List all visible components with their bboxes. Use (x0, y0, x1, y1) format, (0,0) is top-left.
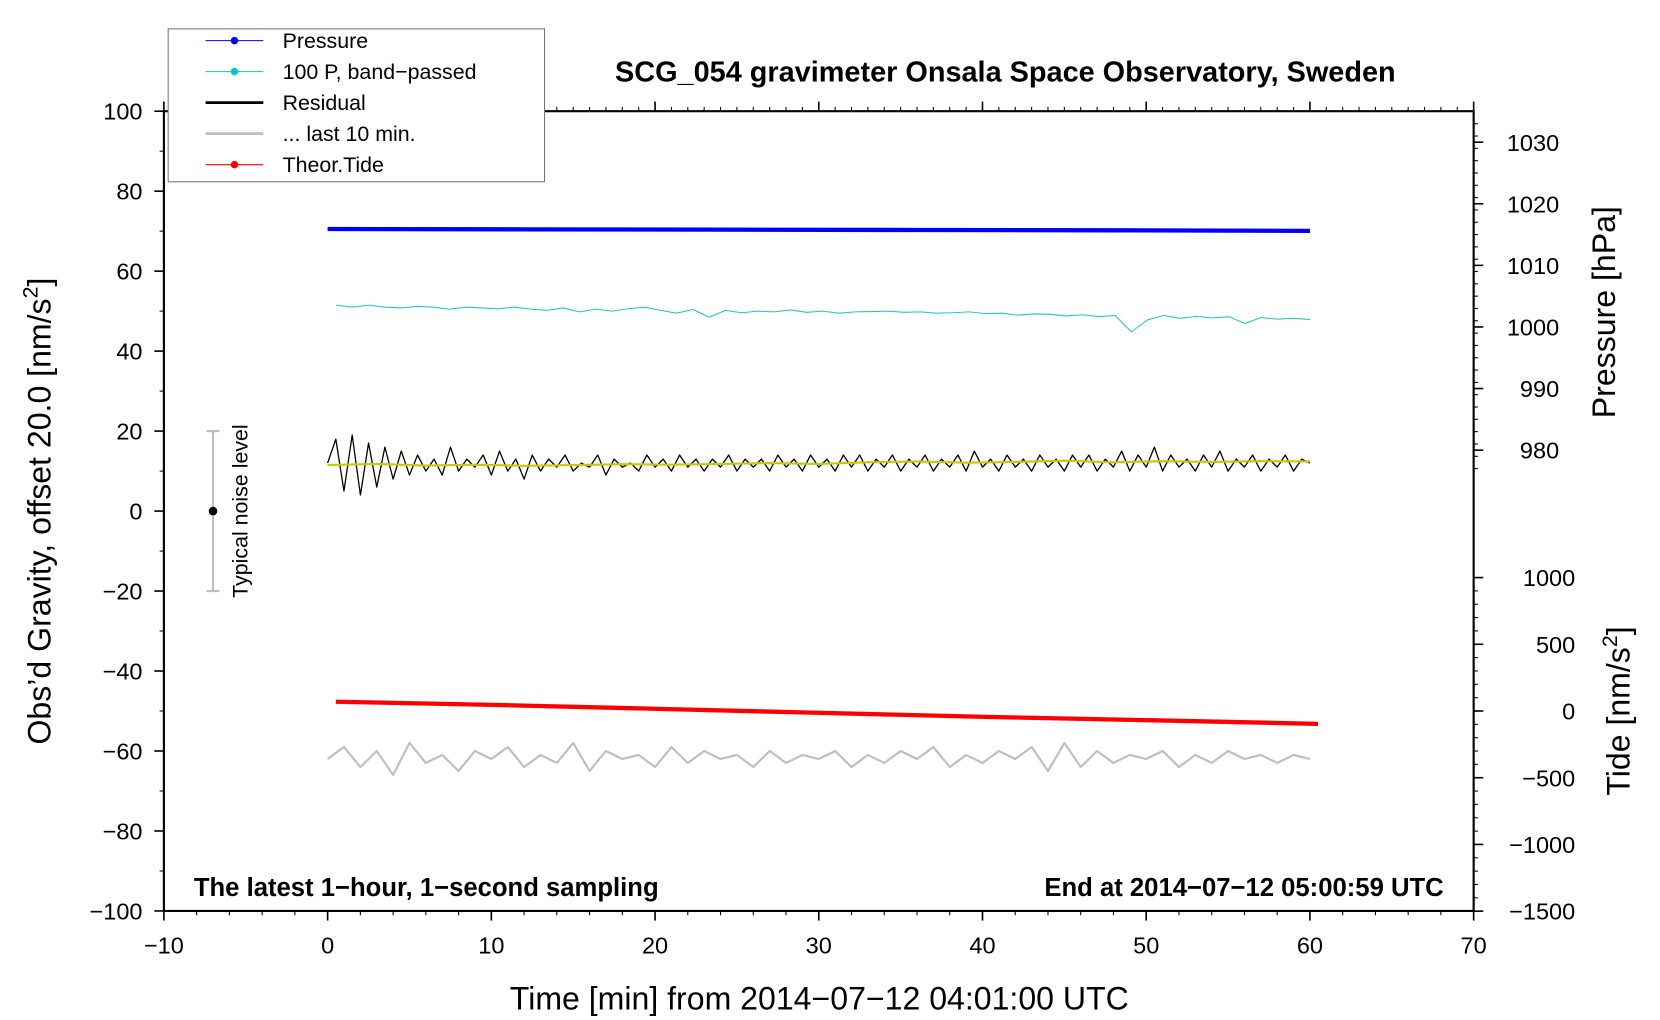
x-tick-label: −10 (144, 933, 184, 959)
noise-level-center-dot (208, 506, 218, 516)
legend: Pressure 100 P, band−passed Residual ... la… (167, 28, 546, 183)
tide-tick-label: −1500 (1509, 899, 1575, 925)
y-tick-label: −100 (90, 898, 143, 924)
x-axis-label: Time [min] from 2014−07−12 04:01:00 UTC (510, 980, 1129, 1016)
legend-item: ... last 10 min. (205, 122, 416, 146)
legend-label: ... last 10 min. (283, 122, 416, 146)
series-last-10-min (326, 741, 1311, 777)
legend-label: 100 P, band−passed (283, 60, 477, 84)
series-residual-smoothed (327, 459, 1310, 467)
x-tick-label: 70 (1461, 933, 1487, 959)
legend-marker (230, 36, 239, 45)
legend-item: Residual (205, 91, 366, 115)
legend-label: Pressure (283, 29, 369, 53)
series-pressure (327, 226, 1310, 233)
y-axis-label: Obs’d Gravity, offset 20.0 [nm/s2] (19, 278, 58, 745)
noise-level-indicator: Typical noise level (206, 424, 252, 598)
plot-area (326, 226, 1319, 777)
y-tick-label: −20 (103, 579, 143, 605)
tide-tick-label: 1000 (1523, 565, 1575, 591)
y-tick-label: 100 (103, 99, 142, 125)
y-tick-label: 20 (116, 419, 142, 445)
x-tick-label: 0 (321, 933, 334, 959)
y-tick-label: −60 (103, 739, 143, 765)
x-tick-label: 50 (1133, 933, 1159, 959)
legend-item: 100 P, band−passed (205, 60, 477, 84)
y-tick-label: 80 (116, 179, 142, 205)
tide-tick-label: 500 (1536, 632, 1575, 658)
tide-axis-label: Tide [nm/s2] (1598, 626, 1637, 795)
tide-tick-label: −500 (1522, 765, 1575, 791)
pressure-tick-label: 990 (1520, 376, 1559, 402)
pressure-tick-label: 1000 (1507, 315, 1559, 341)
tick-marks (154, 101, 1484, 921)
legend-item: Theor.Tide (205, 153, 384, 177)
y-tick-label: −40 (103, 659, 143, 685)
legend-label: Theor.Tide (283, 153, 384, 177)
chart-title: SCG_054 gravimeter Onsala Space Observat… (615, 56, 1396, 88)
series-theor-tide (335, 699, 1319, 726)
annotation-end-time: End at 2014−07−12 05:00:59 UTC (1044, 874, 1443, 902)
y-tick-label: −80 (103, 819, 143, 845)
legend-box (167, 28, 546, 183)
y-tick-label: 60 (116, 259, 142, 285)
series-residual (326, 434, 1311, 496)
tide-tick-label: 0 (1562, 699, 1575, 725)
y-tick-label: 40 (116, 339, 142, 365)
noise-level-label: Typical noise level (228, 424, 252, 597)
x-tick-label: 60 (1297, 933, 1323, 959)
pressure-tick-label: 980 (1520, 438, 1559, 464)
annotation-latest-hour: The latest 1−hour, 1−second sampling (194, 874, 659, 902)
pressure-tick-label: 1010 (1507, 253, 1559, 279)
pressure-tick-label: 1020 (1507, 191, 1559, 217)
x-tick-label: 20 (642, 933, 668, 959)
legend-label: Residual (283, 91, 366, 115)
x-tick-label: 40 (969, 933, 995, 959)
series-100-p-band-passed (335, 304, 1310, 333)
legend-marker (230, 160, 239, 169)
pressure-tick-label: 1030 (1507, 130, 1559, 156)
legend-item: Pressure (205, 29, 369, 53)
pressure-axis-label: Pressure [hPa] (1586, 206, 1622, 418)
tide-tick-label: −1000 (1509, 832, 1575, 858)
x-tick-label: 10 (478, 933, 504, 959)
tick-labels: −10 0 10 20 30 40 50 60 70100806040200−20−40−60−… (90, 99, 1576, 959)
y-tick-label: 0 (129, 499, 142, 525)
x-tick-label: 30 (806, 933, 832, 959)
legend-marker (230, 67, 239, 76)
